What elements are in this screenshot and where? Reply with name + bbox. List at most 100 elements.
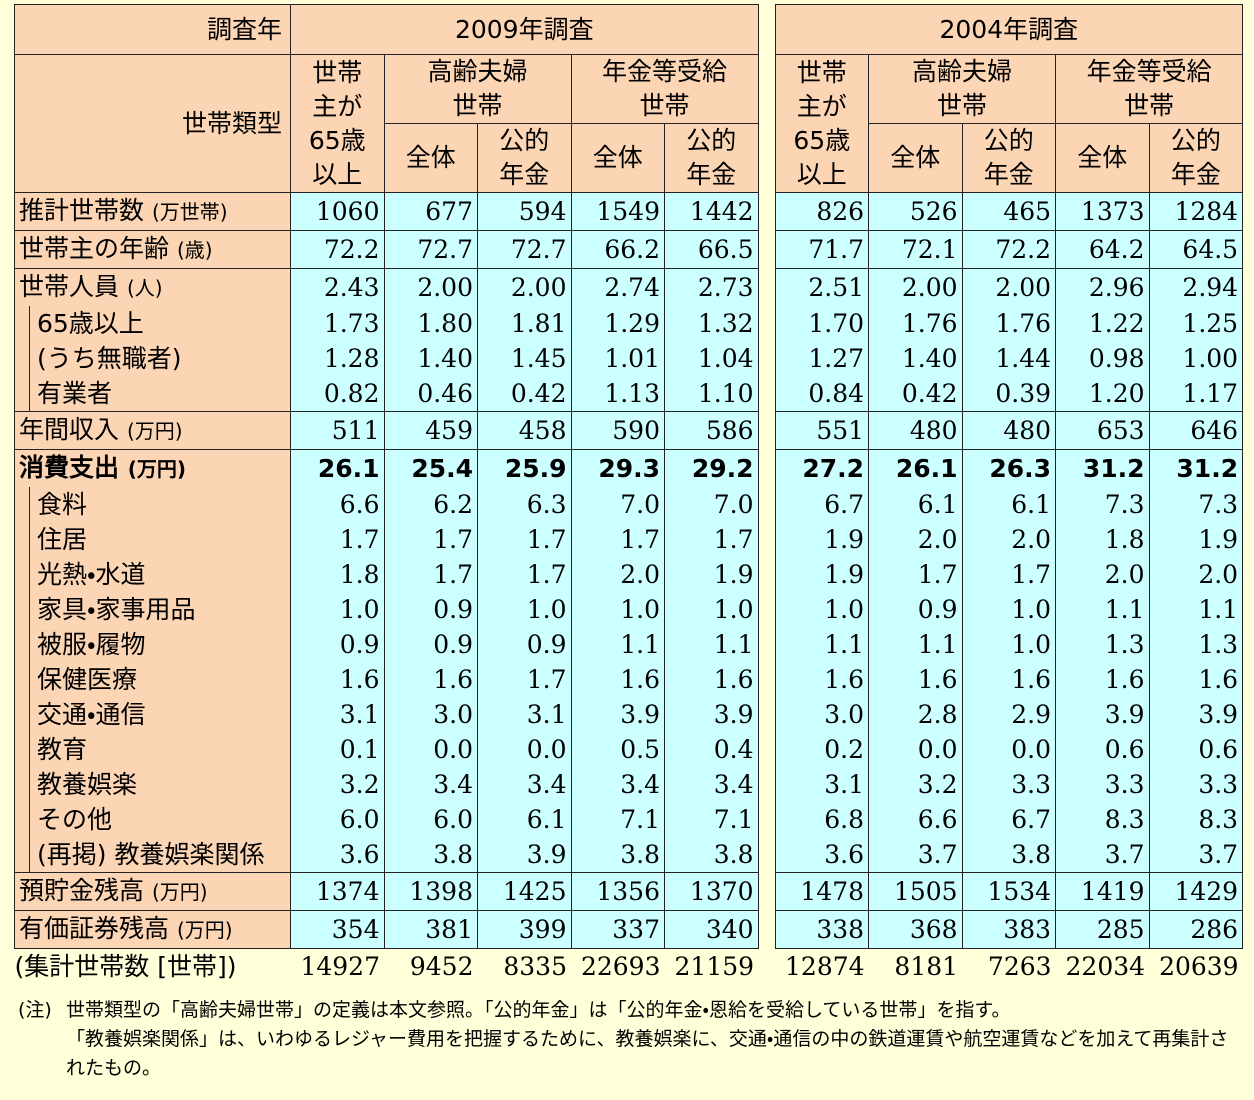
value-cell: 27.2 xyxy=(774,449,870,487)
value-cell: 0.9 xyxy=(383,627,478,662)
note-line: 「教養娯楽関係」は、いわゆるレジャー費用を把握するために、教養娯楽に、交通・通信… xyxy=(66,1028,1229,1079)
gap xyxy=(758,592,776,627)
value-cell: 511 xyxy=(290,411,385,450)
header-cell: 2009年調査 xyxy=(290,4,759,55)
row-label: 家具・家事用品 xyxy=(14,592,291,627)
value-cell: 2.96 xyxy=(1055,268,1150,306)
table-row: 年間収入 (万円) 511 459 458 590 586 551 480 480 653 646 xyxy=(14,411,1244,450)
value-cell: 1373 xyxy=(1055,192,1150,231)
value-cell: 1.7 xyxy=(961,557,1057,592)
value-cell: 0.9 xyxy=(477,627,572,662)
value-cell: 2.0 xyxy=(1148,557,1244,592)
table-row: 世帯人員 (人) 2.43 2.00 2.00 2.74 2.73 2.51 2.00 2.00… xyxy=(14,268,1244,306)
value-cell: 31.2 xyxy=(1055,449,1150,487)
header-cell: 全体 xyxy=(570,123,665,193)
value-cell: 1.7 xyxy=(290,522,385,557)
gap xyxy=(758,4,776,193)
value-cell: 1.6 xyxy=(774,662,870,697)
value-cell: 0.4 xyxy=(664,732,759,767)
value-cell: 26.1 xyxy=(290,449,385,487)
value-cell: 1.0 xyxy=(774,592,870,627)
value-cell: 6.8 xyxy=(774,802,870,837)
header-cell: 世帯 主が 65歳 以上 xyxy=(774,54,870,193)
value-cell: 1.0 xyxy=(961,592,1057,627)
gap xyxy=(758,557,776,592)
header-cell: 2004年調査 xyxy=(774,4,1244,55)
value-cell: 2.00 xyxy=(383,268,478,306)
value-cell: 25.4 xyxy=(383,449,478,487)
value-cell: 3.6 xyxy=(290,837,385,873)
value-cell: 2.73 xyxy=(664,268,759,306)
value-cell: 1.04 xyxy=(664,341,759,376)
value-cell: 7.1 xyxy=(570,802,665,837)
value-cell: 0.6 xyxy=(1148,732,1244,767)
row-label: 保健医療 xyxy=(14,662,291,697)
value-cell: 551 xyxy=(774,411,870,450)
value-cell: 0.9 xyxy=(290,627,385,662)
row-label-text: (うち無職者) xyxy=(37,344,182,373)
row-label-text: 有業者 xyxy=(37,379,113,408)
value-cell: 9452 xyxy=(409,952,474,981)
value-cell: 590 xyxy=(570,411,665,450)
value-cell: 3.7 xyxy=(868,837,963,873)
gap xyxy=(758,522,776,557)
value-cell: 3.8 xyxy=(664,837,759,873)
row-label-text: 有価証券残高 xyxy=(19,914,170,943)
row-unit: (万円) xyxy=(126,419,183,443)
value-cell: 1.7 xyxy=(383,522,478,557)
value-cell: 0.6 xyxy=(1055,732,1150,767)
row-unit: (万世帯) xyxy=(151,200,228,224)
value-cell: 6.1 xyxy=(477,802,572,837)
value-cell: 1.0 xyxy=(290,592,385,627)
table-row: (集計世帯数 [世帯]) 14927 9452 8335 22693 21159 12874… xyxy=(15,949,1243,985)
value-cell: 6.7 xyxy=(961,802,1057,837)
value-cell: 1.25 xyxy=(1148,306,1244,341)
value-cell: 3.9 xyxy=(1055,697,1150,732)
row-label-text: 住居 xyxy=(37,525,88,554)
value-cell: 72.2 xyxy=(290,230,385,269)
value-cell: 72.7 xyxy=(477,230,572,269)
value-cell: 22034 xyxy=(1065,952,1146,981)
value-cell: 1.44 xyxy=(961,341,1057,376)
note-line: 世帯類型の「高齢夫婦世帯」の定義は本文参照。「公的年金」は「公的年金・恩給を受給… xyxy=(66,999,1011,1021)
value-cell: 72.2 xyxy=(961,230,1057,269)
table-row: 教養娯楽 3.2 3.4 3.4 3.4 3.4 3.1 3.2 3.3 3.3 3.3 xyxy=(14,767,1244,802)
header-cell: 公的 年金 xyxy=(1148,123,1244,193)
row-label-text: 保健医療 xyxy=(37,665,138,694)
row-label-text: 被服・履物 xyxy=(37,630,146,659)
header-cell: 公的 年金 xyxy=(664,123,759,193)
value-cell: 6.2 xyxy=(383,487,478,522)
value-cell: 480 xyxy=(868,411,963,450)
value-cell: 0.9 xyxy=(868,592,963,627)
value-cell: 1.00 xyxy=(1148,341,1244,376)
data-table: 調査年 2009年調査 2004年調査 世帯類型 世帯 主が 65歳 以上 高齢… xyxy=(14,4,1244,985)
value-cell: 3.9 xyxy=(664,697,759,732)
value-cell: 72.7 xyxy=(383,230,478,269)
gap xyxy=(758,306,776,341)
row-label-text: 年間収入 xyxy=(19,415,120,444)
row-label: 有価証券残高 (万円) xyxy=(14,910,291,949)
value-cell: 2.51 xyxy=(774,268,870,306)
value-cell: 7263 xyxy=(987,952,1052,981)
value-cell: 526 xyxy=(868,192,963,231)
row-label: (うち無職者) xyxy=(14,341,291,376)
value-cell: 1.0 xyxy=(961,627,1057,662)
row-label: 消費支出 (万円) xyxy=(14,449,291,487)
row-label: 65歳以上 xyxy=(14,306,291,341)
row-label: 住居 xyxy=(14,522,291,557)
value-cell: 1.8 xyxy=(290,557,385,592)
row-unit: (万円) xyxy=(176,918,233,942)
value-cell: 0.42 xyxy=(868,376,963,412)
value-cell: 26.3 xyxy=(961,449,1057,487)
value-cell: 337 xyxy=(570,910,665,949)
value-cell: 1.9 xyxy=(664,557,759,592)
value-cell: 7.3 xyxy=(1148,487,1244,522)
row-label-text: 消費支出 xyxy=(19,453,120,482)
value-cell: 1534 xyxy=(961,872,1057,911)
value-cell: 7.0 xyxy=(570,487,665,522)
value-cell: 381 xyxy=(383,910,478,949)
value-cell: 1.3 xyxy=(1055,627,1150,662)
value-cell: 2.0 xyxy=(868,522,963,557)
row-label: (再掲) 教養娯楽関係 xyxy=(14,837,291,873)
table-row: 65歳以上 1.73 1.80 1.81 1.29 1.32 1.70 1.76 1.76 1.2… xyxy=(14,306,1244,341)
